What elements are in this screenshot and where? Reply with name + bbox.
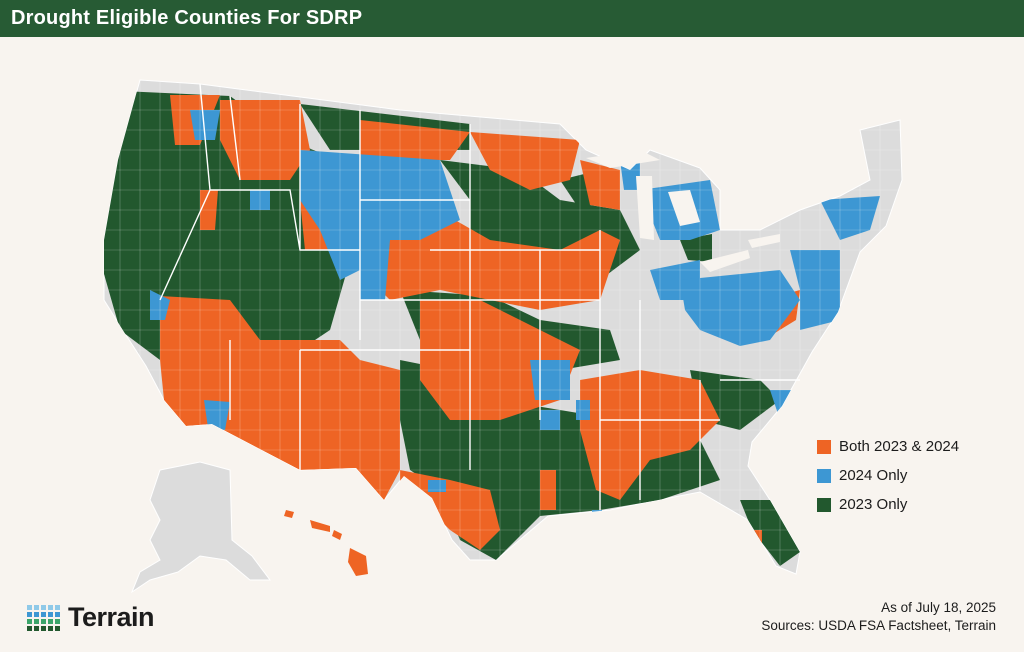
sources-note: Sources: USDA FSA Factsheet, Terrain	[761, 618, 996, 633]
legend-swatch	[817, 468, 831, 483]
legend-item-both: Both 2023 & 2024	[817, 432, 959, 461]
page-title: Drought Eligible Counties For SDRP	[11, 7, 363, 29]
terrain-logo: Terrain	[27, 602, 155, 633]
legend-swatch	[817, 497, 831, 512]
hawaii	[284, 510, 368, 576]
us-map	[103, 79, 903, 594]
legend-item-2024-only: 2024 Only	[817, 461, 959, 490]
legend: Both 2023 & 2024 2024 Only 2023 Only	[817, 432, 959, 519]
legend-label: 2024 Only	[839, 467, 908, 484]
logo-wordmark: Terrain	[68, 602, 155, 632]
as-of-date: As of July 18, 2025	[881, 600, 996, 615]
region-both-2023-2024	[160, 95, 800, 556]
legend-swatch	[817, 439, 831, 454]
great-lakes	[586, 150, 780, 272]
legend-label: Both 2023 & 2024	[839, 438, 960, 455]
legend-item-2023-only: 2023 Only	[817, 490, 959, 519]
dot-grid-logo-icon	[27, 604, 60, 631]
legend-label: 2023 Only	[839, 496, 908, 513]
title-bar: Drought Eligible Counties For SDRP	[0, 0, 1024, 37]
footer-notes: As of July 18, 2025 Sources: USDA FSA Fa…	[761, 599, 996, 635]
state-borders	[159, 83, 800, 510]
alaska	[130, 461, 271, 594]
map	[0, 37, 1024, 597]
